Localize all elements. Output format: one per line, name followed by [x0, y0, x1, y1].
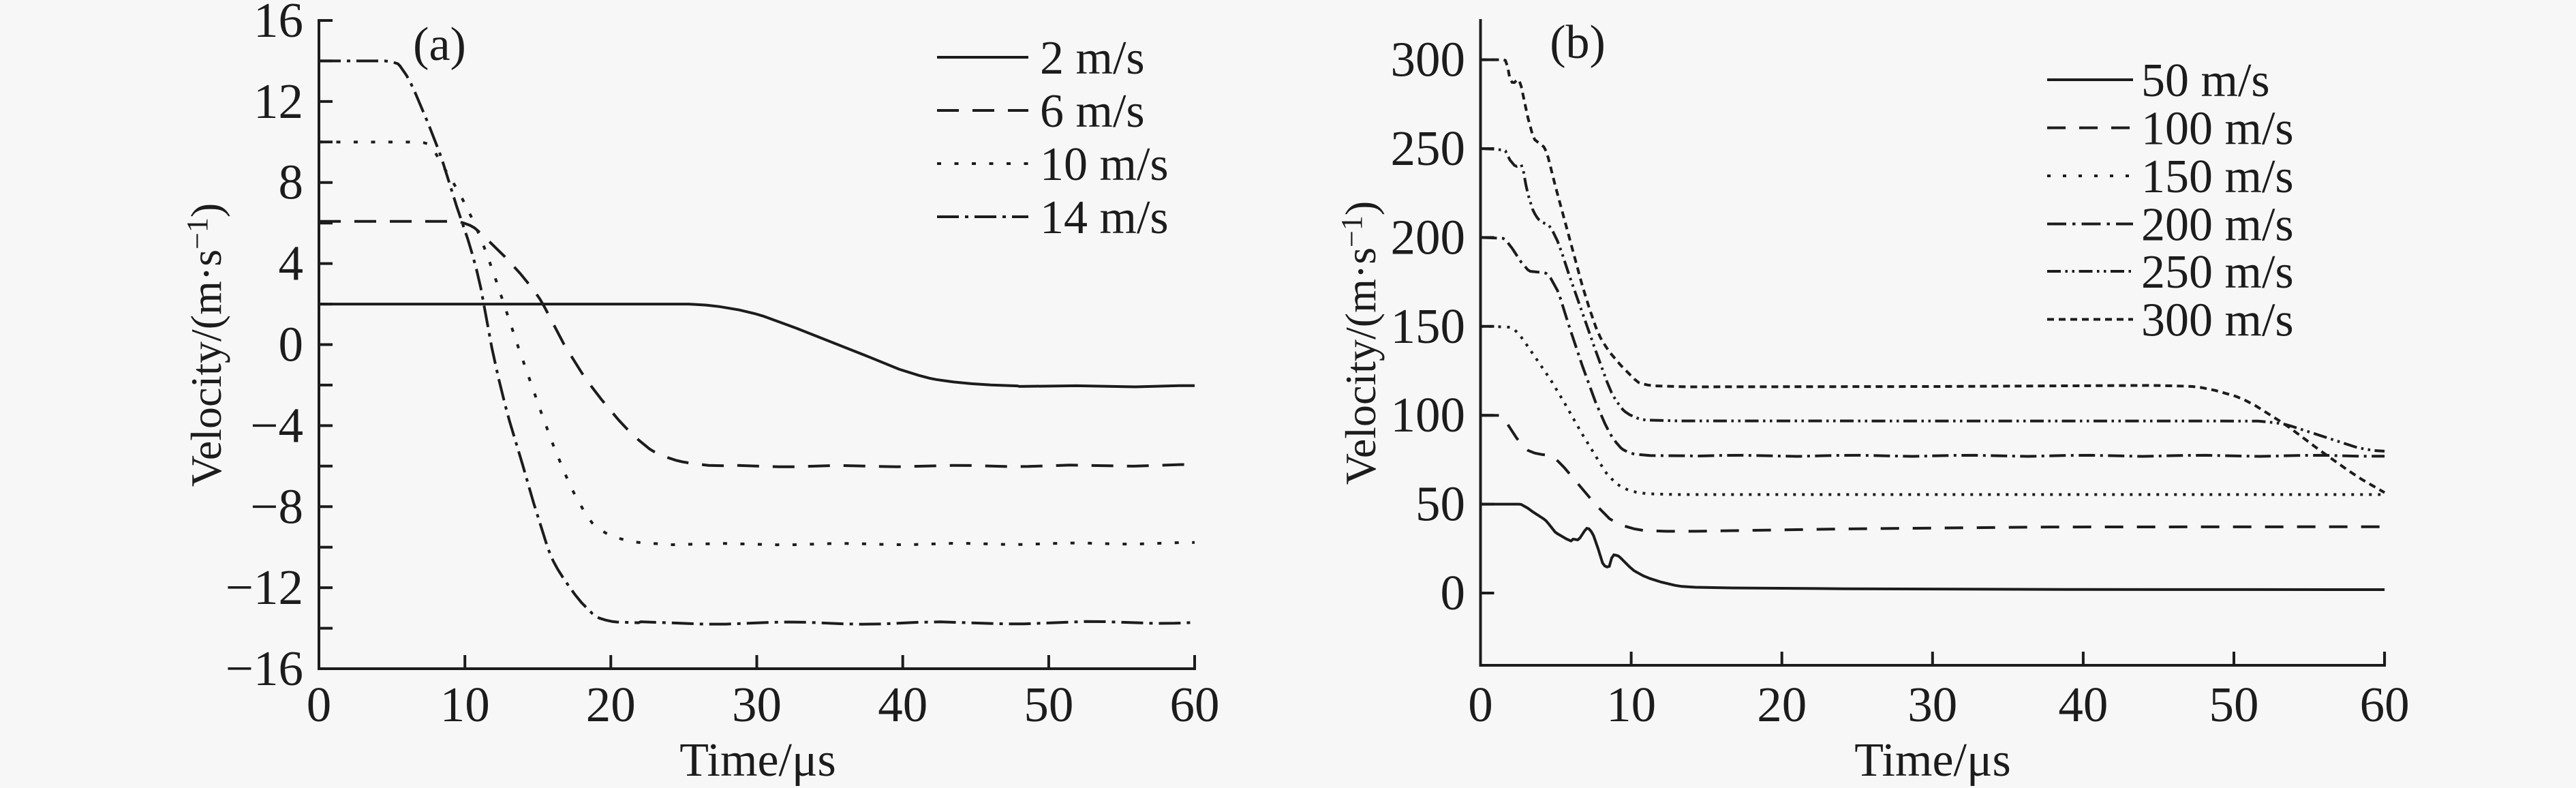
svg-text:Time/μs: Time/μs [1854, 734, 2010, 787]
svg-text:−8: −8 [250, 479, 303, 534]
svg-text:40: 40 [878, 677, 927, 732]
svg-text:14 m/s: 14 m/s [1040, 192, 1169, 244]
svg-text:(b): (b) [1550, 16, 1606, 69]
svg-text:30: 30 [732, 677, 782, 732]
svg-text:20: 20 [1757, 677, 1807, 732]
svg-text:(a): (a) [413, 18, 466, 71]
svg-text:50: 50 [1024, 677, 1073, 732]
svg-text:300: 300 [1391, 32, 1466, 87]
svg-text:10: 10 [440, 677, 490, 732]
svg-text:40: 40 [2058, 677, 2108, 732]
svg-text:50: 50 [1415, 476, 1465, 532]
svg-text:30: 30 [1907, 677, 1957, 732]
svg-text:Velocity/(m·s−1): Velocity/(m·s−1) [1335, 201, 1385, 485]
svg-text:6 m/s: 6 m/s [1040, 85, 1145, 138]
svg-text:10: 10 [1606, 677, 1656, 732]
svg-text:100: 100 [1391, 387, 1466, 442]
svg-text:−16: −16 [226, 641, 303, 696]
svg-text:50: 50 [2209, 677, 2259, 732]
svg-text:20: 20 [586, 677, 636, 732]
svg-text:2 m/s: 2 m/s [1040, 32, 1145, 85]
svg-text:200: 200 [1391, 209, 1466, 264]
svg-text:12: 12 [254, 74, 303, 129]
svg-text:300 m/s: 300 m/s [2141, 294, 2294, 347]
svg-text:100 m/s: 100 m/s [2141, 103, 2294, 155]
svg-text:16: 16 [254, 0, 303, 48]
svg-text:0: 0 [1441, 565, 1466, 620]
svg-text:250: 250 [1391, 121, 1466, 176]
svg-text:−4: −4 [250, 397, 303, 453]
svg-text:Time/μs: Time/μs [679, 734, 835, 787]
svg-text:8: 8 [279, 155, 304, 210]
svg-text:150 m/s: 150 m/s [2141, 151, 2294, 203]
svg-text:60: 60 [1170, 677, 1220, 732]
svg-text:150: 150 [1391, 299, 1466, 354]
svg-text:Velocity/(m·s−1): Velocity/(m·s−1) [181, 203, 230, 487]
svg-text:250 m/s: 250 m/s [2141, 246, 2294, 299]
svg-text:0: 0 [279, 317, 304, 372]
svg-text:50 m/s: 50 m/s [2141, 55, 2270, 107]
svg-text:200 m/s: 200 m/s [2141, 199, 2294, 252]
svg-text:−12: −12 [226, 560, 303, 615]
svg-text:4: 4 [279, 236, 304, 291]
svg-text:10 m/s: 10 m/s [1040, 138, 1169, 191]
svg-text:60: 60 [2360, 677, 2410, 732]
svg-text:0: 0 [307, 677, 332, 732]
svg-text:0: 0 [1468, 677, 1493, 732]
